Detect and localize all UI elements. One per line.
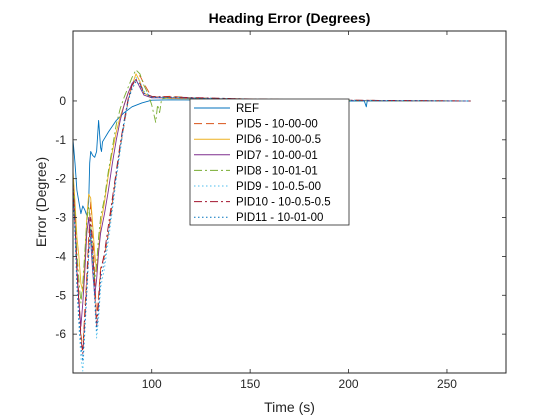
series-line-2 bbox=[73, 75, 471, 351]
series-lines bbox=[73, 69, 471, 372]
axes-box bbox=[72, 30, 507, 374]
y-axis-ticks: 0 -1 -2 -3 -4 -5 -6 bbox=[55, 94, 506, 341]
x-axis-ticks: 100 150 200 250 bbox=[142, 31, 457, 391]
series-line-6 bbox=[73, 77, 471, 372]
series-line-4 bbox=[73, 79, 471, 327]
legend-label-5: PID8 - 10-01-01 bbox=[236, 165, 318, 177]
legend: REF PID5 - 10-00-00 PID6 - 10-00-0.5 PID7 -… bbox=[189, 98, 350, 226]
legend-label-6: PID9 - 10-0.5-00 bbox=[236, 181, 321, 193]
x-axis-label: Time (s) bbox=[264, 399, 315, 415]
x-tick-label: 100 bbox=[142, 377, 162, 391]
x-tick-label: 150 bbox=[240, 377, 260, 391]
y-tick-label: -5 bbox=[55, 288, 66, 302]
x-tick-label: 250 bbox=[437, 377, 457, 391]
legend-label-8: PID11 - 10-01-00 bbox=[236, 212, 323, 224]
y-tick-label: -6 bbox=[55, 327, 66, 341]
y-tick-label: 0 bbox=[59, 94, 66, 108]
legend-label-2: PID5 - 10-00-00 bbox=[236, 119, 318, 131]
chart-title: Heading Error (Degrees) bbox=[209, 10, 371, 26]
legend-box bbox=[189, 98, 350, 226]
legend-entries: REF PID5 - 10-00-00 PID6 - 10-00-0.5 PID7 -… bbox=[194, 103, 331, 224]
legend-label-3: PID6 - 10-00-0.5 bbox=[236, 134, 321, 146]
series-line-7 bbox=[73, 79, 471, 355]
y-tick-label: -3 bbox=[55, 211, 66, 225]
y-tick-label: -2 bbox=[55, 172, 66, 186]
y-tick-label: -4 bbox=[55, 249, 66, 263]
legend-label-7: PID10 - 10-0.5-0.5 bbox=[236, 197, 331, 209]
legend-label-1: REF bbox=[236, 103, 259, 115]
y-axis-label: Error (Degree) bbox=[33, 157, 49, 247]
legend-label-4: PID7 - 10-00-01 bbox=[236, 150, 318, 162]
x-tick-label: 200 bbox=[339, 377, 359, 391]
y-tick-label: -1 bbox=[55, 133, 66, 147]
